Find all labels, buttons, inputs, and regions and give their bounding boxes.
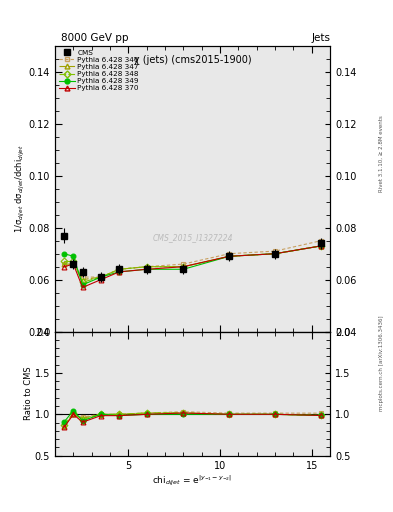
- Pythia 6.428 370: [62, 264, 66, 270]
- Text: Jets: Jets: [311, 33, 330, 44]
- Pythia 6.428 370: [319, 243, 323, 249]
- Pythia 6.428 346: [181, 261, 186, 267]
- Pythia 6.428 347: [62, 261, 66, 267]
- Pythia 6.428 346: [99, 274, 103, 280]
- Pythia 6.428 370: [117, 269, 121, 275]
- Line: Pythia 6.428 347: Pythia 6.428 347: [62, 244, 323, 282]
- Pythia 6.428 347: [144, 264, 149, 270]
- Pythia 6.428 348: [227, 253, 231, 260]
- Pythia 6.428 346: [273, 248, 277, 254]
- Text: mcplots.cern.ch [arXiv:1306.3436]: mcplots.cern.ch [arXiv:1306.3436]: [379, 316, 384, 411]
- Pythia 6.428 349: [319, 243, 323, 249]
- Line: Pythia 6.428 370: Pythia 6.428 370: [62, 244, 323, 290]
- Pythia 6.428 346: [62, 261, 66, 267]
- Pythia 6.428 348: [181, 264, 186, 270]
- Pythia 6.428 370: [144, 266, 149, 272]
- Pythia 6.428 370: [227, 253, 231, 260]
- Pythia 6.428 348: [99, 274, 103, 280]
- Pythia 6.428 370: [71, 261, 76, 267]
- Pythia 6.428 349: [117, 269, 121, 275]
- Pythia 6.428 346: [227, 251, 231, 257]
- Y-axis label: 1/σ$_{dijet}$ dσ$_{dijet}$/dchi$_{dijet}$: 1/σ$_{dijet}$ dσ$_{dijet}$/dchi$_{dijet}…: [14, 144, 27, 233]
- Text: χ (jets) (cms2015-1900): χ (jets) (cms2015-1900): [134, 55, 252, 65]
- Pythia 6.428 349: [181, 266, 186, 272]
- Pythia 6.428 349: [71, 253, 76, 260]
- Pythia 6.428 348: [80, 279, 85, 285]
- Pythia 6.428 349: [273, 251, 277, 257]
- Pythia 6.428 347: [181, 264, 186, 270]
- Pythia 6.428 347: [273, 251, 277, 257]
- Pythia 6.428 348: [319, 243, 323, 249]
- Pythia 6.428 349: [80, 282, 85, 288]
- Pythia 6.428 370: [99, 276, 103, 283]
- X-axis label: chi$_{dijet}$ = e$^{|y_{-1}-y_{-2}|}$: chi$_{dijet}$ = e$^{|y_{-1}-y_{-2}|}$: [152, 473, 233, 488]
- Line: Pythia 6.428 349: Pythia 6.428 349: [62, 244, 323, 287]
- Pythia 6.428 346: [144, 264, 149, 270]
- Pythia 6.428 347: [80, 276, 85, 283]
- Pythia 6.428 348: [273, 251, 277, 257]
- Pythia 6.428 370: [80, 284, 85, 290]
- Pythia 6.428 346: [80, 274, 85, 280]
- Text: CMS_2015_I1327224: CMS_2015_I1327224: [152, 233, 233, 242]
- Pythia 6.428 348: [144, 264, 149, 270]
- Text: 8000 GeV pp: 8000 GeV pp: [61, 33, 129, 44]
- Pythia 6.428 349: [62, 251, 66, 257]
- Text: Rivet 3.1.10, ≥ 2.8M events: Rivet 3.1.10, ≥ 2.8M events: [379, 115, 384, 192]
- Pythia 6.428 347: [117, 266, 121, 272]
- Pythia 6.428 347: [71, 261, 76, 267]
- Pythia 6.428 346: [319, 238, 323, 244]
- Pythia 6.428 349: [99, 274, 103, 280]
- Pythia 6.428 348: [71, 259, 76, 265]
- Pythia 6.428 347: [227, 253, 231, 260]
- Pythia 6.428 349: [227, 253, 231, 260]
- Legend: CMS, Pythia 6.428 346, Pythia 6.428 347, Pythia 6.428 348, Pythia 6.428 349, Pyt: CMS, Pythia 6.428 346, Pythia 6.428 347,…: [57, 48, 140, 93]
- Pythia 6.428 347: [319, 243, 323, 249]
- Y-axis label: Ratio to CMS: Ratio to CMS: [24, 367, 33, 420]
- Pythia 6.428 348: [117, 266, 121, 272]
- Pythia 6.428 349: [144, 266, 149, 272]
- Pythia 6.428 347: [99, 274, 103, 280]
- Line: Pythia 6.428 348: Pythia 6.428 348: [62, 244, 323, 285]
- Pythia 6.428 370: [181, 264, 186, 270]
- Pythia 6.428 346: [117, 266, 121, 272]
- Pythia 6.428 370: [273, 251, 277, 257]
- Line: Pythia 6.428 346: Pythia 6.428 346: [62, 238, 323, 280]
- Pythia 6.428 348: [62, 259, 66, 265]
- Pythia 6.428 346: [71, 261, 76, 267]
